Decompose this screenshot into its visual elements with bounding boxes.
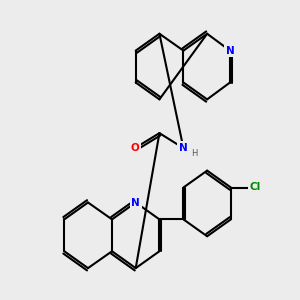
Text: N: N — [131, 197, 140, 208]
Text: Cl: Cl — [249, 182, 260, 193]
Text: H: H — [191, 149, 197, 158]
Text: N: N — [226, 46, 234, 56]
Text: O: O — [130, 143, 139, 153]
Text: N: N — [179, 143, 188, 153]
